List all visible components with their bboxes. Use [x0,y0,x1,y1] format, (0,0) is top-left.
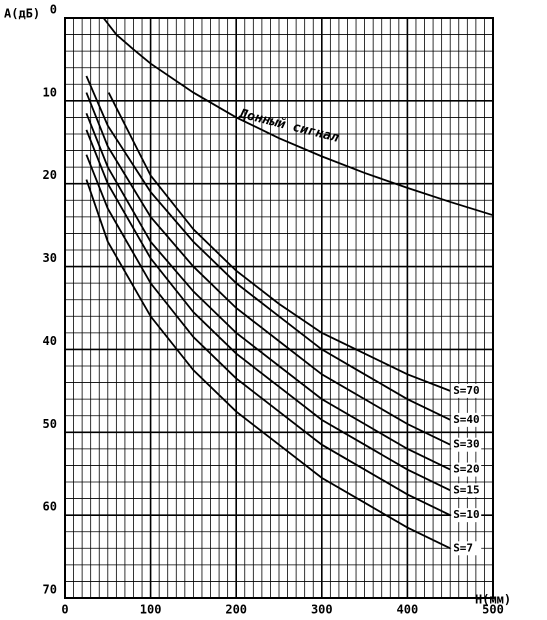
y-axis-label: A(дБ) [4,7,40,21]
y-tick-label: 30 [43,251,57,265]
series-line [85,92,451,446]
y-tick-label: 10 [43,85,57,99]
series-line [85,129,451,492]
series-line [85,112,451,471]
series-label: S=15 [453,483,480,496]
x-tick-label: 200 [225,603,247,617]
x-tick-label: 400 [397,603,419,617]
series-line [102,17,494,217]
series-label: S=40 [453,413,480,426]
label-bg [451,541,482,556]
series-label: S=20 [453,463,480,476]
y-tick-label: 60 [43,500,57,514]
y-tick-label: 20 [43,168,57,182]
label-bg [451,483,482,498]
y-tick-label: 40 [43,334,57,348]
y-tick-label: 50 [43,417,57,431]
series-label: S=30 [453,438,480,451]
label-bg [451,412,482,427]
label-bg [451,383,482,398]
y-tick-label: 0 [50,3,57,17]
series-line [107,92,451,392]
x-tick-label: 500 [482,603,504,617]
series-label: S=10 [453,508,480,521]
y-tick-label: 70 [43,583,57,597]
x-tick-label: 0 [61,603,68,617]
label-bg [451,508,482,523]
series-line [85,154,451,516]
x-tick-label: 300 [311,603,333,617]
x-tick-label: 100 [140,603,162,617]
series-label: S=70 [453,384,480,397]
series-label: S=7 [453,541,473,554]
label-bg [451,437,482,452]
label-bg [451,462,482,477]
plot-frame [64,17,494,599]
series-line [85,179,451,550]
series-line [85,75,451,421]
x-axis-label: H(мм) [475,593,511,607]
